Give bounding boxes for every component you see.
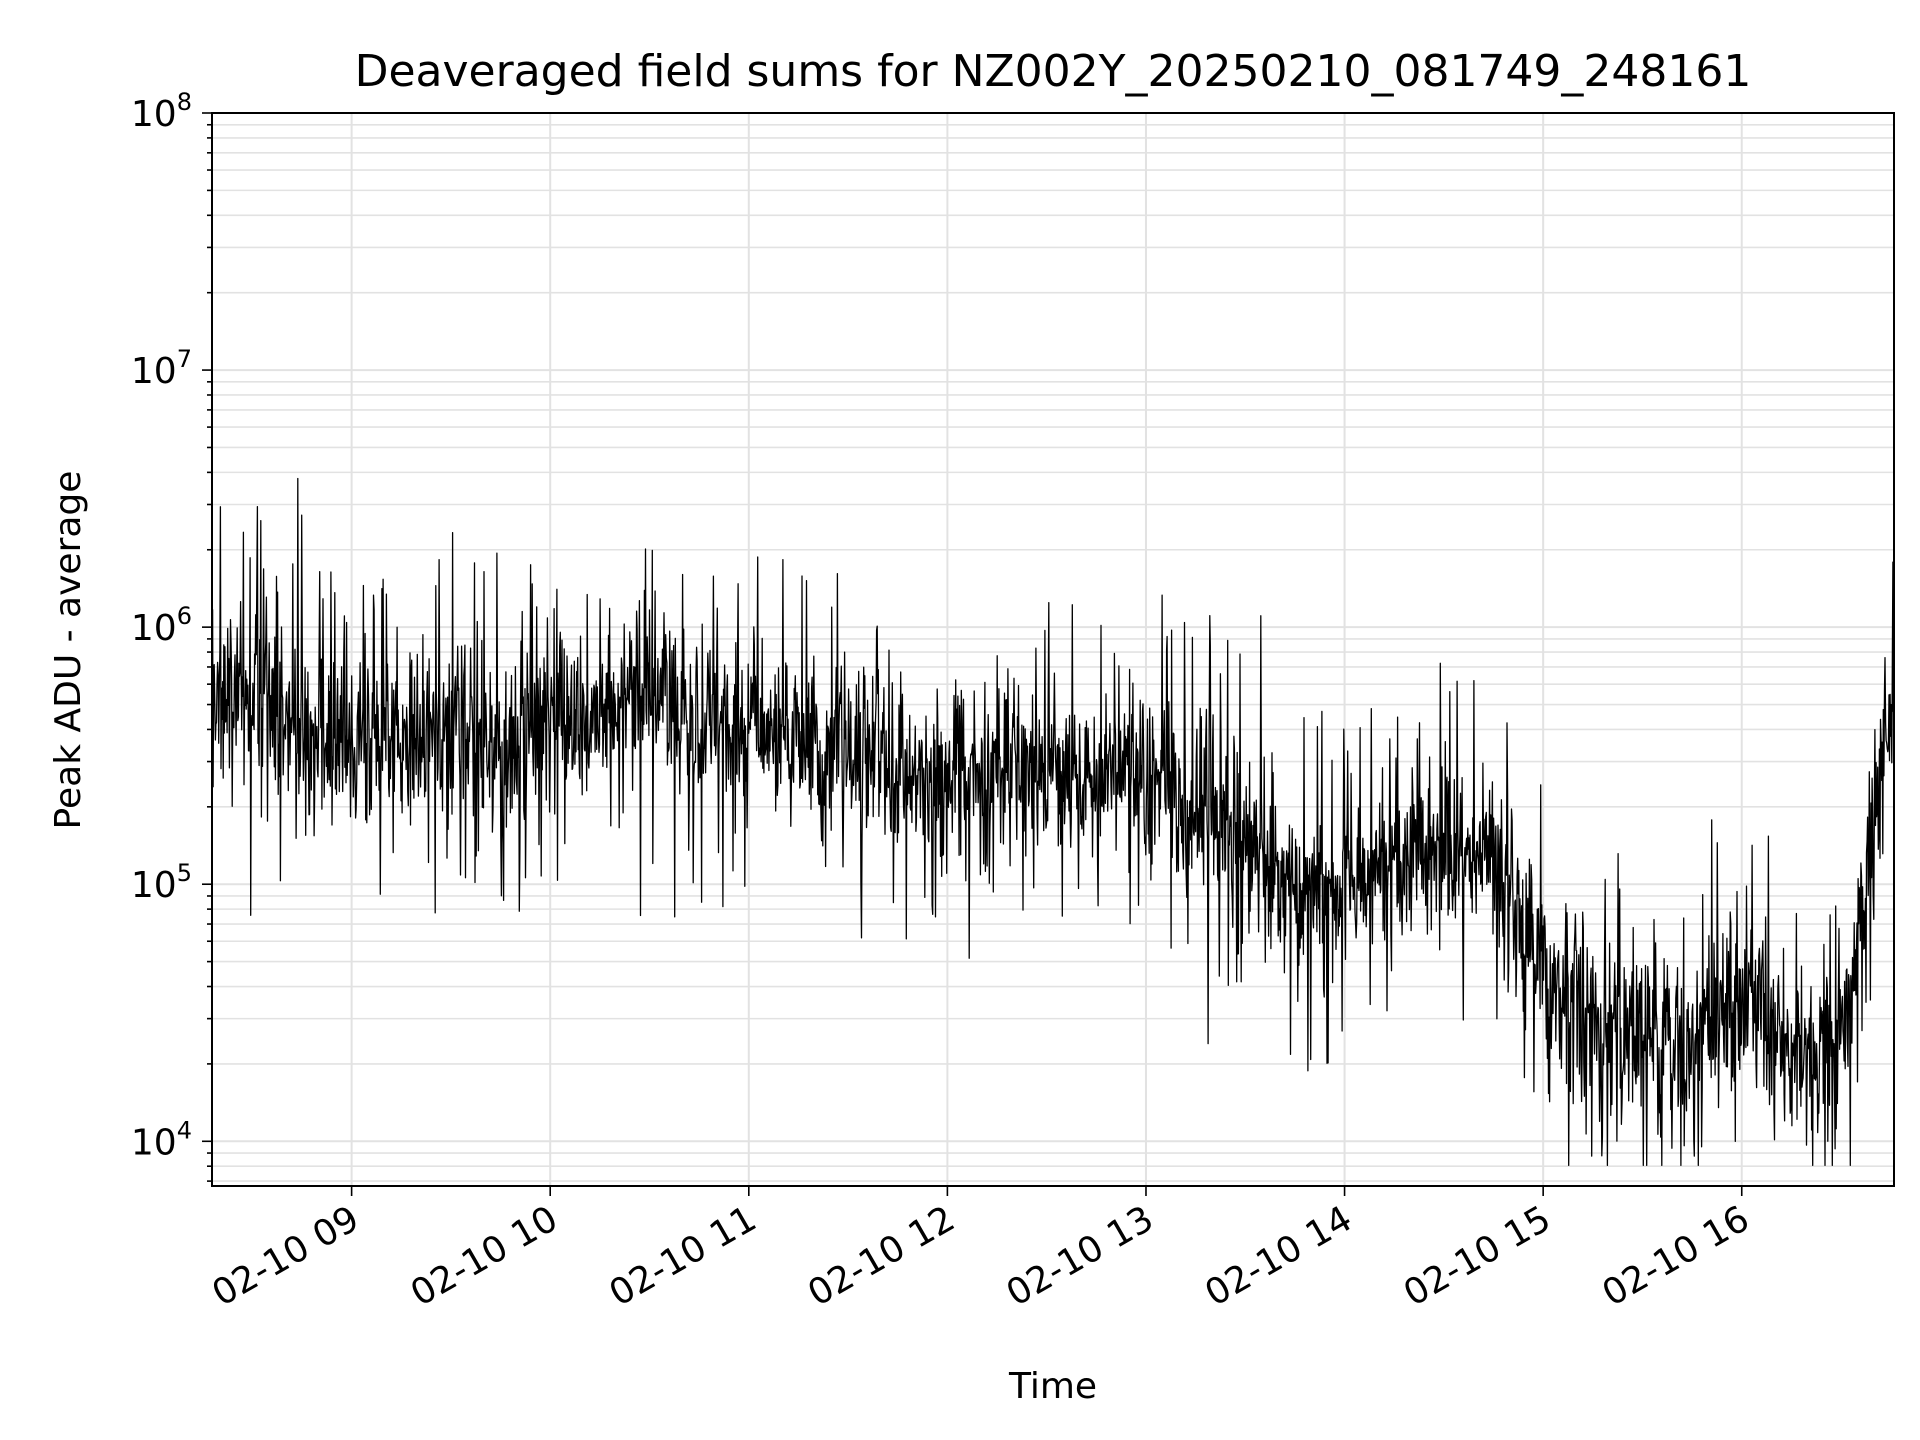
- y-tick-label: 108: [131, 88, 192, 135]
- y-tick-exponent: 5: [177, 859, 192, 887]
- y-axis-label: Peak ADU - average: [48, 471, 89, 830]
- y-tick-label: 105: [131, 859, 192, 906]
- y-tick-label: 107: [131, 345, 192, 392]
- plot-frame: [211, 112, 1895, 1187]
- y-tick-base: 10: [131, 351, 177, 392]
- y-tick-label: 104: [131, 1116, 192, 1163]
- y-tick-exponent: 4: [177, 1116, 192, 1144]
- grid: [212, 112, 1894, 1186]
- x-axis-label: Time: [1008, 1366, 1097, 1407]
- y-tick-base: 10: [131, 608, 177, 649]
- chart-title: Deaveraged field sums for NZ002Y_2025021…: [355, 46, 1752, 97]
- y-tick-exponent: 8: [177, 88, 192, 116]
- y-tick-base: 10: [131, 94, 177, 135]
- y-tick-label: 106: [131, 602, 192, 649]
- series-layer: [211, 477, 1895, 1167]
- y-tick-exponent: 7: [177, 345, 192, 373]
- series-line: [211, 477, 1895, 1167]
- y-tick-base: 10: [131, 1122, 177, 1163]
- y-tick-base: 10: [131, 865, 177, 906]
- y-tick-exponent: 6: [177, 602, 192, 630]
